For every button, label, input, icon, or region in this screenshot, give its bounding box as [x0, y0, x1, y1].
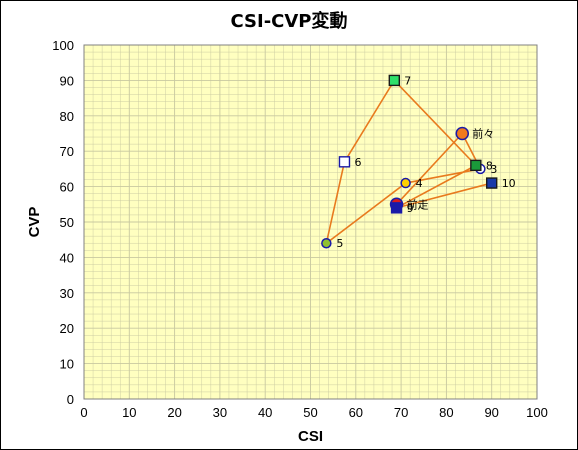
data-point — [455, 126, 470, 141]
data-label: 9 — [407, 202, 414, 215]
data-point — [338, 156, 351, 168]
data-label: 前々 — [472, 127, 494, 141]
x-tick-label: 30 — [213, 405, 227, 420]
data-point — [400, 177, 411, 189]
data-label: 6 — [354, 156, 361, 169]
data-label: 5 — [336, 237, 343, 250]
data-point — [390, 202, 403, 214]
data-point — [388, 74, 401, 87]
y-tick-label: 0 — [67, 392, 74, 407]
data-point — [470, 159, 482, 172]
data-label: 3 — [490, 163, 497, 176]
x-tick-label: 70 — [394, 405, 408, 420]
y-tick-label: 40 — [60, 250, 74, 265]
data-point — [321, 237, 332, 249]
y-axis-label: CVP — [26, 207, 43, 238]
chart-title: CSI-CVP変動 — [230, 11, 348, 32]
x-tick-label: 80 — [439, 405, 453, 420]
x-tick-label: 0 — [80, 405, 87, 420]
data-label: 10 — [502, 177, 516, 190]
y-tick-label: 90 — [60, 73, 74, 88]
y-tick-label: 30 — [60, 286, 74, 301]
data-label: 7 — [404, 74, 411, 87]
y-tick-label: 60 — [60, 180, 74, 195]
series-line — [325, 79, 492, 246]
y-tick-label: 80 — [60, 109, 74, 124]
plot-border — [83, 44, 538, 400]
data-label: 4 — [416, 177, 423, 190]
x-tick-label: 100 — [526, 405, 548, 420]
x-tick-label: 40 — [258, 405, 272, 420]
x-tick-label: 50 — [303, 405, 317, 420]
x-axis-label: CSI — [298, 428, 323, 445]
data-point — [486, 177, 498, 189]
x-tick-label: 10 — [122, 405, 136, 420]
y-tick-label: 20 — [60, 321, 74, 336]
x-tick-label: 60 — [349, 405, 363, 420]
y-tick-label: 10 — [60, 357, 74, 372]
y-tick-label: 70 — [60, 144, 74, 159]
x-tick-label: 20 — [167, 405, 181, 420]
y-tick-label: 50 — [60, 215, 74, 230]
x-tick-label: 90 — [484, 405, 498, 420]
y-tick-label: 100 — [52, 38, 74, 53]
data-label: 前走 — [407, 197, 429, 211]
data-label: 8 — [486, 159, 493, 172]
